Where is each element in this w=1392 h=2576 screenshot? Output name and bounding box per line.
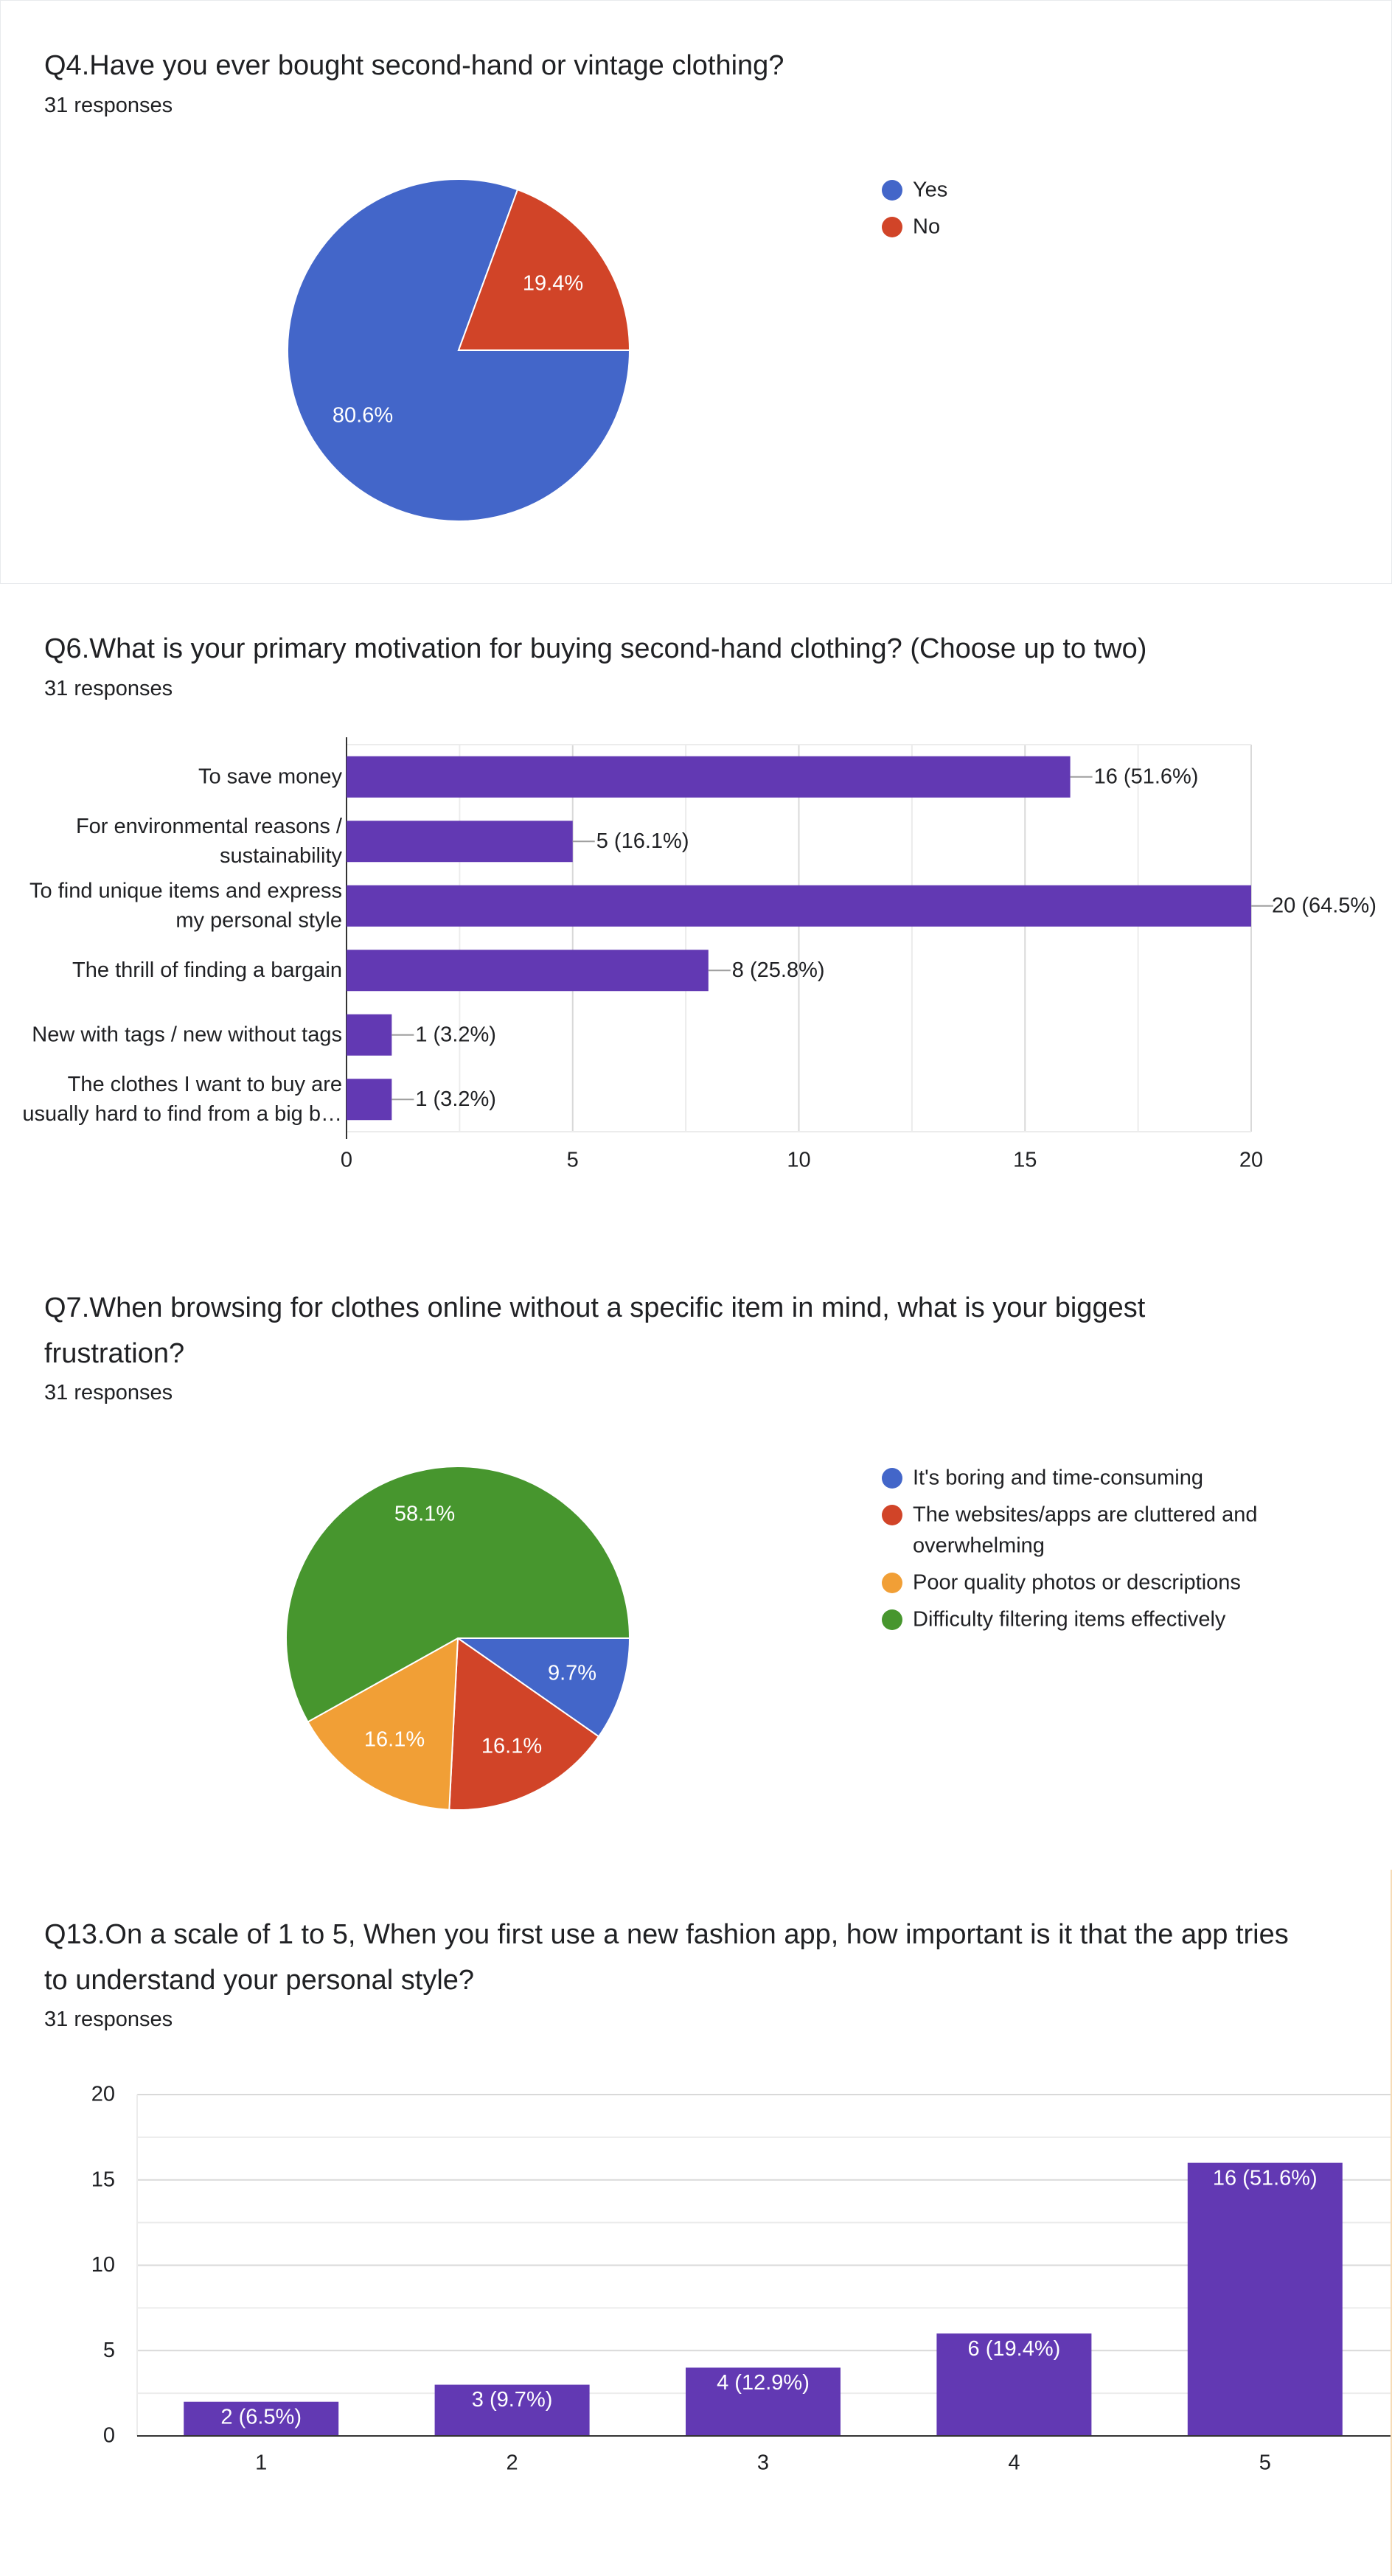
q13-title-line1: Q13.On a scale of 1 to 5, When you first… [44, 1919, 1289, 1950]
category-label-6: The clothes I want to buy are [68, 1073, 342, 1096]
category-label-1: To save money [198, 765, 343, 788]
legend-marker-4 [882, 1609, 902, 1630]
q7-response-count: 31 responses [44, 1381, 173, 1404]
pie-slice-2 [448, 1637, 600, 1811]
category-label-2: For environmental reasons / [76, 815, 343, 838]
y-tick-label: 10 [91, 2253, 115, 2277]
x-tick-label-1: 1 [255, 2451, 267, 2475]
pie-slice-4 [285, 1466, 631, 1723]
pie-slice-label-1: 9.7% [548, 1662, 596, 1685]
bar-data-label-1: 2 (6.5%) [220, 2405, 302, 2429]
bar-5 [1187, 2162, 1343, 2436]
y-tick-label: 15 [91, 2168, 115, 2191]
bar-3 [347, 885, 1251, 927]
legend-label-1: It's boring and time-consuming [913, 1466, 1203, 1490]
q6-bar-chart: 16 (51.6%) To save money 5 (16.1%) For envi… [22, 737, 1377, 1172]
bar-data-label-5: 16 (51.6%) [1213, 2166, 1318, 2190]
legend-label-2: overwhelming [913, 1534, 1045, 1558]
legend-marker-no [882, 217, 902, 237]
bar-4 [936, 2333, 1092, 2436]
pie-slice-1 [455, 1637, 631, 1738]
bar-2 [434, 2384, 590, 2436]
x-tick-label-2: 2 [507, 2451, 518, 2475]
pie-slice-3 [307, 1637, 459, 1811]
bar-3 [686, 2367, 841, 2436]
pie-slice-label-3: 16.1% [364, 1728, 425, 1752]
x-tick-label-3: 3 [757, 2451, 769, 2475]
legend-label-yes: Yes [913, 178, 947, 202]
bar-data-label-3: 4 (12.9%) [717, 2371, 810, 2395]
q4-title: Q4.Have you ever bought second-hand or v… [44, 50, 784, 81]
q7-title-line1: Q7.When browsing for clothes online with… [44, 1292, 1146, 1323]
pie-slice-label-2: 16.1% [481, 1735, 542, 1758]
bar-data-label-2: 3 (9.7%) [472, 2388, 553, 2412]
right-edge-line [1391, 1870, 1392, 2576]
y-tick-label: 5 [103, 2339, 115, 2362]
pie-slice-label-yes: 80.6% [333, 404, 393, 428]
pie-slice-no [457, 188, 631, 351]
y-tick-label: 0 [103, 2424, 115, 2448]
q13-response-count: 31 responses [44, 2008, 173, 2031]
bar-data-label-6: 1 (3.2%) [415, 1087, 496, 1111]
q7-pie-chart: 9.7% 16.1% 16.1% 58.1% It's boring and time-… [285, 1466, 1258, 1811]
bar-2 [347, 821, 573, 863]
q4-response-count: 31 responses [44, 94, 173, 117]
bar-data-label-2: 5 (16.1%) [596, 829, 689, 853]
question-card-q4 [0, 0, 1392, 584]
legend-label-2: The websites/apps are cluttered and [913, 1503, 1258, 1527]
x-tick-label: 5 [567, 1149, 579, 1172]
bar-4 [347, 950, 709, 992]
legend-label-no: No [913, 215, 940, 239]
bar-5 [347, 1014, 392, 1056]
x-tick-label-4: 4 [1008, 2451, 1020, 2475]
q6-title: Q6.What is your primary motivation for b… [44, 633, 1147, 664]
bar-data-label-1: 16 (51.6%) [1094, 765, 1199, 788]
legend-label-4: Difficulty filtering items effectively [913, 1608, 1226, 1632]
category-label-3: To find unique items and express [29, 879, 342, 902]
bar-1 [347, 756, 1071, 798]
bar-data-label-5: 1 (3.2%) [415, 1023, 496, 1046]
q6-response-count: 31 responses [44, 677, 173, 700]
legend-marker-3 [882, 1573, 902, 1593]
x-tick-label: 10 [787, 1149, 810, 1172]
q13-bar-chart: 0 5 10 15 20 2 (6.5%) 1 3 (9.7%) 2 4 (12.9%) 3 6 (1… [91, 2083, 1392, 2475]
x-tick-label-5: 5 [1259, 2451, 1271, 2475]
pie-slice-label-4: 58.1% [394, 1503, 455, 1526]
category-label-3: my personal style [175, 908, 342, 932]
category-label-5: New with tags / new without tags [32, 1023, 342, 1046]
bar-6 [347, 1079, 392, 1121]
x-tick-label: 15 [1013, 1149, 1037, 1172]
q7-title-line2: frustration? [44, 1338, 185, 1369]
bar-data-label-3: 20 (64.5%) [1272, 894, 1377, 917]
legend-marker-yes [882, 180, 902, 201]
y-tick-label: 20 [91, 2083, 115, 2106]
category-label-4: The thrill of finding a bargain [72, 958, 342, 982]
bar-1 [184, 2401, 339, 2436]
bar-data-label-4: 6 (19.4%) [968, 2337, 1061, 2361]
q4-pie-chart: 80.6% 19.4% Yes No [287, 178, 947, 522]
x-tick-label: 0 [341, 1149, 352, 1172]
category-label-6: usually hard to find from a big b… [22, 1102, 342, 1126]
legend-marker-1 [882, 1468, 902, 1489]
bar-data-label-4: 8 (25.8%) [732, 958, 825, 982]
category-label-2: sustainability [220, 844, 343, 868]
q13-title-line2: to understand your personal style? [44, 1965, 475, 1996]
legend-marker-2 [882, 1505, 902, 1525]
x-tick-label: 20 [1239, 1149, 1263, 1172]
pie-slice-label-no: 19.4% [523, 272, 583, 296]
legend-label-3: Poor quality photos or descriptions [913, 1571, 1241, 1595]
